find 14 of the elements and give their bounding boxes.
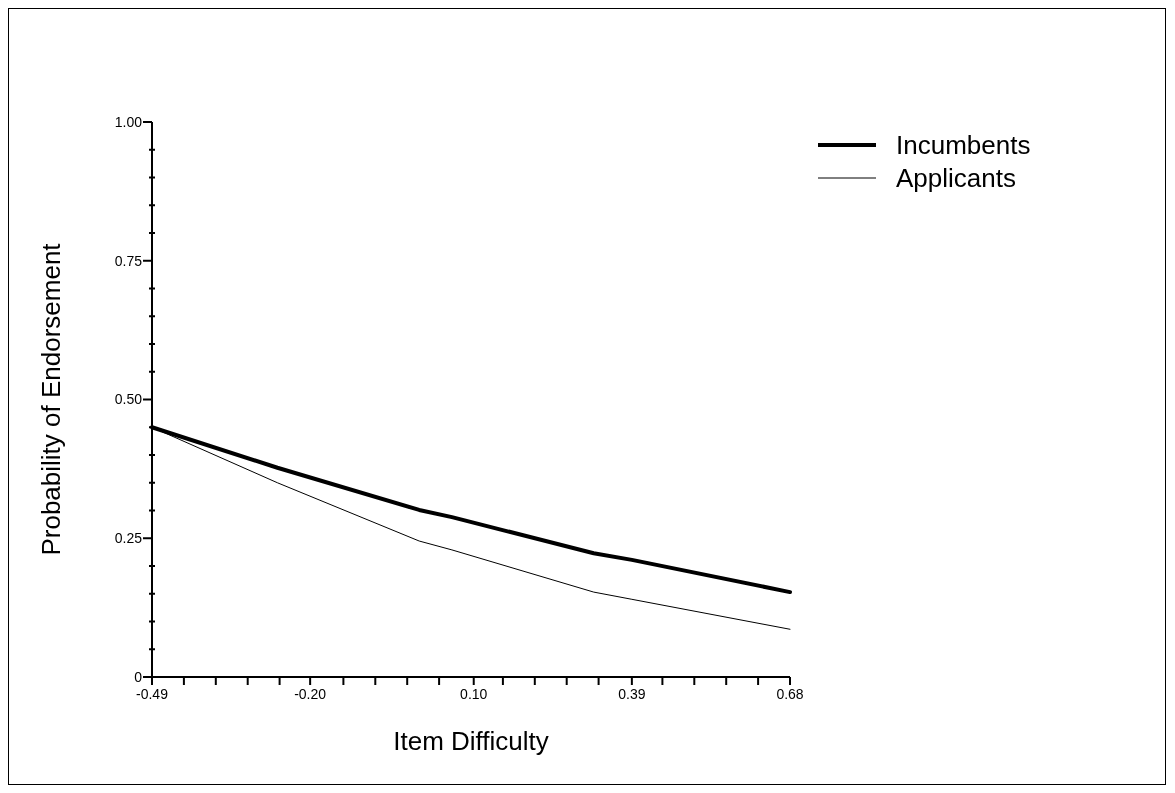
x-axis-title: Item Difficulty <box>393 726 549 756</box>
x-tick-label: 0.39 <box>618 686 646 702</box>
y-tick-label: 0.50 <box>114 391 143 408</box>
y-tick-label: 0 <box>134 668 143 685</box>
y-axis-title: Probability of Endorsement <box>36 242 66 556</box>
x-tick-label: 0.68 <box>776 686 804 702</box>
x-tick-label: -0.49 <box>136 686 169 702</box>
x-tick-label: 0.10 <box>460 686 488 702</box>
y-tick-label: 0.75 <box>114 252 143 269</box>
legend-label: Incumbents <box>896 130 1031 161</box>
legend-label: Applicants <box>896 163 1016 194</box>
y-tick-label: 0.25 <box>114 530 143 547</box>
x-tick-label: -0.20 <box>294 686 327 702</box>
y-tick-label: 1.00 <box>114 113 143 130</box>
